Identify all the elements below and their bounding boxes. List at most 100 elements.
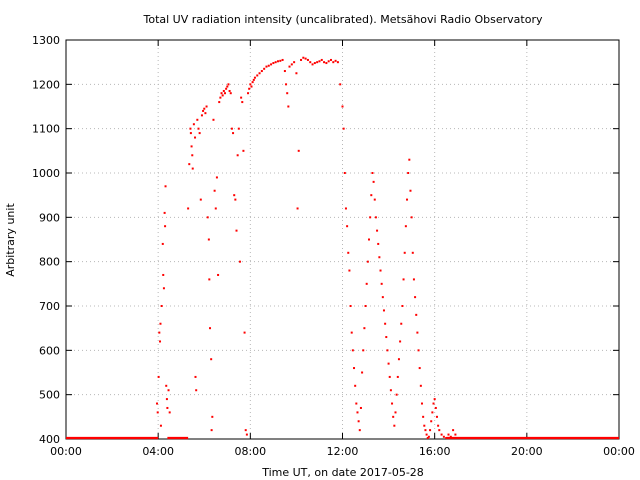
data-point bbox=[422, 415, 425, 418]
data-point bbox=[199, 198, 202, 201]
data-point bbox=[288, 65, 291, 68]
data-point bbox=[358, 429, 361, 432]
data-point bbox=[384, 322, 387, 325]
data-point bbox=[260, 70, 263, 73]
data-point bbox=[407, 172, 410, 174]
data-point bbox=[320, 58, 323, 61]
data-point bbox=[159, 322, 162, 325]
data-point bbox=[214, 207, 217, 210]
data-point bbox=[161, 242, 164, 245]
data-point bbox=[194, 136, 197, 139]
data-point bbox=[435, 415, 438, 418]
data-point bbox=[381, 296, 384, 299]
data-point bbox=[207, 238, 210, 241]
data-point bbox=[393, 424, 396, 427]
data-point bbox=[160, 305, 163, 307]
data-point bbox=[394, 411, 397, 414]
data-point bbox=[379, 269, 382, 272]
data-point bbox=[225, 87, 228, 90]
data-point bbox=[244, 429, 247, 432]
y-tick-label: 1100 bbox=[32, 123, 60, 136]
data-point bbox=[198, 132, 201, 135]
data-point bbox=[204, 112, 207, 115]
data-point bbox=[190, 145, 193, 148]
data-point bbox=[423, 424, 426, 427]
data-point bbox=[243, 331, 246, 334]
data-point bbox=[356, 411, 359, 414]
data-point bbox=[369, 216, 372, 219]
data-point bbox=[313, 62, 316, 65]
data-point bbox=[297, 149, 300, 152]
data-point bbox=[344, 207, 347, 210]
data-point bbox=[279, 59, 282, 62]
data-point bbox=[210, 429, 213, 432]
data-point bbox=[445, 437, 448, 439]
data-points bbox=[156, 56, 459, 439]
data-point bbox=[357, 420, 360, 423]
data-point bbox=[334, 59, 337, 62]
data-point bbox=[165, 384, 168, 387]
data-point bbox=[437, 424, 440, 427]
data-point bbox=[238, 260, 241, 263]
data-point bbox=[415, 313, 418, 316]
data-point bbox=[162, 273, 165, 276]
data-point bbox=[430, 420, 433, 423]
x-tick-label: 08:00 bbox=[234, 445, 266, 458]
data-point bbox=[348, 269, 351, 272]
data-point bbox=[290, 63, 293, 66]
data-point bbox=[456, 437, 459, 439]
data-point bbox=[189, 127, 192, 130]
data-point bbox=[187, 207, 190, 210]
data-point bbox=[374, 216, 377, 219]
data-point bbox=[215, 176, 218, 179]
data-point bbox=[440, 433, 443, 436]
data-point bbox=[385, 336, 388, 339]
data-point bbox=[371, 172, 374, 174]
data-point bbox=[223, 92, 226, 95]
data-point bbox=[350, 331, 353, 334]
data-point bbox=[304, 57, 307, 60]
data-point bbox=[426, 437, 429, 439]
data-point bbox=[226, 85, 229, 88]
data-point bbox=[395, 393, 398, 396]
data-point bbox=[192, 123, 195, 126]
data-point bbox=[237, 127, 240, 130]
data-point bbox=[433, 398, 436, 401]
data-point bbox=[245, 433, 248, 436]
data-point bbox=[208, 278, 211, 281]
data-point bbox=[240, 96, 243, 99]
data-point bbox=[420, 402, 423, 405]
data-point bbox=[228, 89, 231, 92]
data-point bbox=[159, 424, 162, 427]
data-point bbox=[296, 207, 299, 210]
y-tick-label: 700 bbox=[39, 300, 60, 313]
data-point bbox=[363, 327, 366, 330]
data-point bbox=[167, 389, 170, 392]
data-point bbox=[380, 282, 383, 285]
data-point bbox=[353, 367, 356, 370]
data-point bbox=[355, 402, 358, 405]
data-point bbox=[349, 305, 352, 307]
data-point bbox=[406, 198, 409, 201]
y-tick-label: 400 bbox=[39, 433, 60, 446]
data-point bbox=[325, 62, 328, 65]
data-point bbox=[342, 127, 345, 130]
data-point bbox=[341, 105, 344, 108]
y-tick-label: 600 bbox=[39, 344, 60, 357]
data-point bbox=[191, 154, 194, 157]
data-point bbox=[387, 362, 390, 365]
y-axis: 400 500 600 700 800 900 1000 1100 1200 1300 bbox=[32, 34, 619, 446]
data-point bbox=[209, 327, 212, 330]
data-point bbox=[336, 61, 339, 64]
data-point bbox=[438, 429, 441, 432]
data-point bbox=[189, 132, 192, 135]
data-point bbox=[219, 96, 222, 99]
x-axis-label: Time UT, on date 2017-05-28 bbox=[261, 466, 424, 479]
x-tick-label: 16:00 bbox=[419, 445, 451, 458]
data-point bbox=[162, 287, 165, 290]
data-point bbox=[164, 225, 167, 228]
data-point bbox=[302, 56, 305, 59]
data-point bbox=[396, 375, 399, 378]
data-point bbox=[318, 60, 321, 63]
